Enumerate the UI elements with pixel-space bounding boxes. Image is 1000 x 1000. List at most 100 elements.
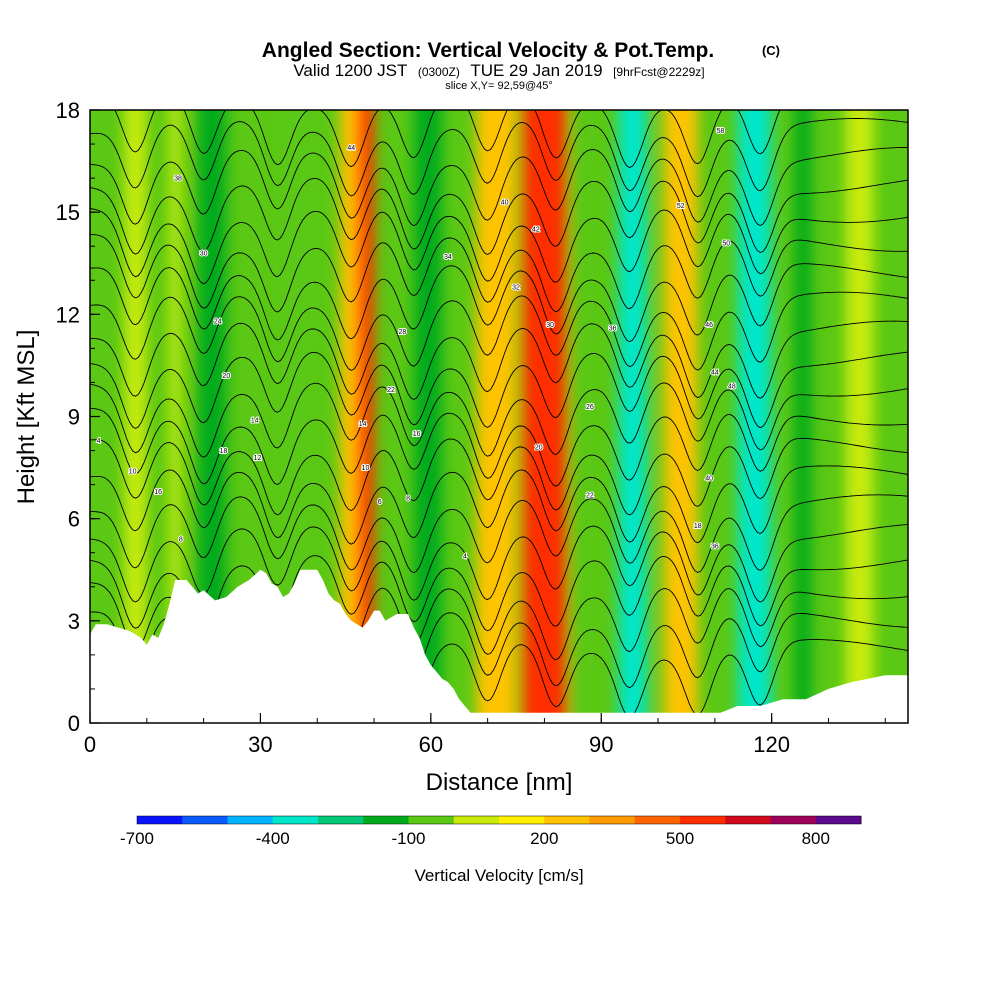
x-tick-label: 90 xyxy=(589,732,613,757)
x-axis: 0 30 60 90 120 xyxy=(84,713,886,757)
contour-label-10: 12 xyxy=(254,455,262,462)
contour-label-7: 20 xyxy=(222,373,230,380)
x-tick-label: 30 xyxy=(248,732,272,757)
contour-label-14: 6 xyxy=(378,499,382,506)
colorbar-swatch-10 xyxy=(589,816,636,824)
colorbar-tick-label: -700 xyxy=(120,829,154,848)
subtitle-fcst: [9hrFcst@2229z] xyxy=(613,65,705,79)
contour-label-26: 26 xyxy=(586,404,594,411)
colorbar-tick-label: 500 xyxy=(666,829,694,848)
colorbar-swatch-14 xyxy=(770,816,817,824)
subtitle-zulu: (0300Z) xyxy=(418,65,460,79)
theta-contour-8 xyxy=(90,407,908,487)
velocity-band-6 xyxy=(413,110,443,723)
colorbar-swatch-9 xyxy=(544,816,590,824)
contour-label-27: 22 xyxy=(586,492,594,499)
contour-label-19: 34 xyxy=(444,254,452,261)
x-tick-label: 120 xyxy=(753,732,790,757)
y-axis-label: Height [Kft MSL] xyxy=(13,330,40,505)
velocity-band-1 xyxy=(169,110,181,723)
x-tick-label: 0 xyxy=(84,732,96,757)
contour-label-34: 36 xyxy=(711,543,719,550)
plot-area: 4 10 16 8 38 30 24 20 18 14 12 44 14 10 6 22 28 16 8 34 4 40 3… xyxy=(90,110,908,723)
contour-label-13: 10 xyxy=(362,465,370,472)
contour-label-35: 50 xyxy=(722,240,730,247)
contour-label-4: 38 xyxy=(174,176,182,183)
x-tick-label: 60 xyxy=(419,732,443,757)
colorbar-swatch-5 xyxy=(363,816,409,824)
chart-subtitle: Valid 1200 JST (0300Z) TUE 29 Jan 2019 [… xyxy=(293,61,704,80)
y-tick-label: 18 xyxy=(56,98,80,123)
contour-label-37: 58 xyxy=(717,128,725,135)
contour-labels: 4 10 16 8 38 30 24 20 18 14 12 44 14 10 6 22 28 16 8 34 4 40 3… xyxy=(96,127,737,562)
colorbar-label: Vertical Velocity [cm/s] xyxy=(414,866,583,885)
x-axis-label: Distance [nm] xyxy=(426,769,573,796)
subtitle-valid: Valid 1200 JST xyxy=(293,61,407,80)
colorbar-frame xyxy=(136,815,862,825)
theta-contour-10 xyxy=(90,351,908,429)
contour-label-9: 14 xyxy=(251,417,259,424)
theta-contour-12 xyxy=(90,291,908,371)
colorbar-swatch-3 xyxy=(272,816,319,824)
y-tick-label: 6 xyxy=(68,507,80,532)
velocity-field xyxy=(124,110,874,723)
contour-label-21: 40 xyxy=(501,199,509,206)
velocity-band-0 xyxy=(124,110,147,723)
colorbar-swatch-12 xyxy=(680,816,726,824)
theta-contour-11 xyxy=(90,320,908,401)
contour-label-3: 8 xyxy=(179,537,183,544)
contour-label-32: 44 xyxy=(711,370,719,377)
velocity-band-8 xyxy=(521,110,568,723)
terrain xyxy=(90,569,908,723)
y-tick-label: 0 xyxy=(68,711,80,736)
theta-contour-3 xyxy=(90,555,908,632)
theta-contour-14 xyxy=(90,234,908,313)
y-tick-label: 15 xyxy=(56,200,80,225)
theta-contour-15 xyxy=(90,208,908,285)
colorbar-swatch-4 xyxy=(318,816,364,824)
y-tick-label: 9 xyxy=(68,405,80,430)
colorbar-swatch-0 xyxy=(137,816,183,824)
contour-label-30: 18 xyxy=(694,523,702,530)
contour-label-11: 44 xyxy=(347,145,355,152)
theta-contour-5 xyxy=(90,494,908,574)
chart-title-units: (C) xyxy=(762,43,780,58)
colorbar-tick-label: 200 xyxy=(530,829,558,848)
contour-label-22: 32 xyxy=(512,285,520,292)
theta-contour-13 xyxy=(90,263,908,343)
subtitle-date: TUE 29 Jan 2019 xyxy=(470,61,602,80)
theta-contour-7 xyxy=(90,437,908,516)
colorbar-swatch-11 xyxy=(634,816,681,824)
contour-label-24: 20 xyxy=(535,445,543,452)
contour-label-31: 46 xyxy=(705,322,713,329)
contour-label-25: 30 xyxy=(546,322,554,329)
theta-contour-18 xyxy=(90,118,908,198)
contour-label-15: 22 xyxy=(387,387,395,394)
colorbar-tick-label: -100 xyxy=(391,829,425,848)
theta-contour-19 xyxy=(114,110,781,169)
contour-label-6: 24 xyxy=(214,319,222,326)
contour-label-28: 36 xyxy=(609,325,617,332)
velocity-band-9 xyxy=(572,110,590,723)
contour-label-8: 18 xyxy=(220,448,228,455)
velocity-band-7 xyxy=(476,110,517,723)
contour-label-12: 14 xyxy=(359,421,367,428)
theta-contour-6 xyxy=(90,465,908,545)
colorbar-swatch-13 xyxy=(725,816,771,824)
contour-label-18: 8 xyxy=(406,496,410,503)
contour-label-33: 40 xyxy=(705,475,713,482)
colorbar-swatch-7 xyxy=(453,816,500,824)
contour-label-36: 48 xyxy=(728,383,736,390)
theta-contour-9 xyxy=(90,382,908,458)
velocity-band-10 xyxy=(618,110,647,723)
contour-label-0: 4 xyxy=(97,438,101,445)
contour-label-23: 42 xyxy=(532,227,540,234)
contour-label-20: 4 xyxy=(463,554,467,561)
subtitle-slice: slice X,Y= 92,59@45° xyxy=(445,80,553,92)
contour-label-17: 16 xyxy=(413,431,421,438)
colorbar-tick-label: 800 xyxy=(802,829,830,848)
contour-label-2: 16 xyxy=(154,489,162,496)
velocity-band-5 xyxy=(356,110,375,723)
colorbar-tick-label: -400 xyxy=(256,829,290,848)
